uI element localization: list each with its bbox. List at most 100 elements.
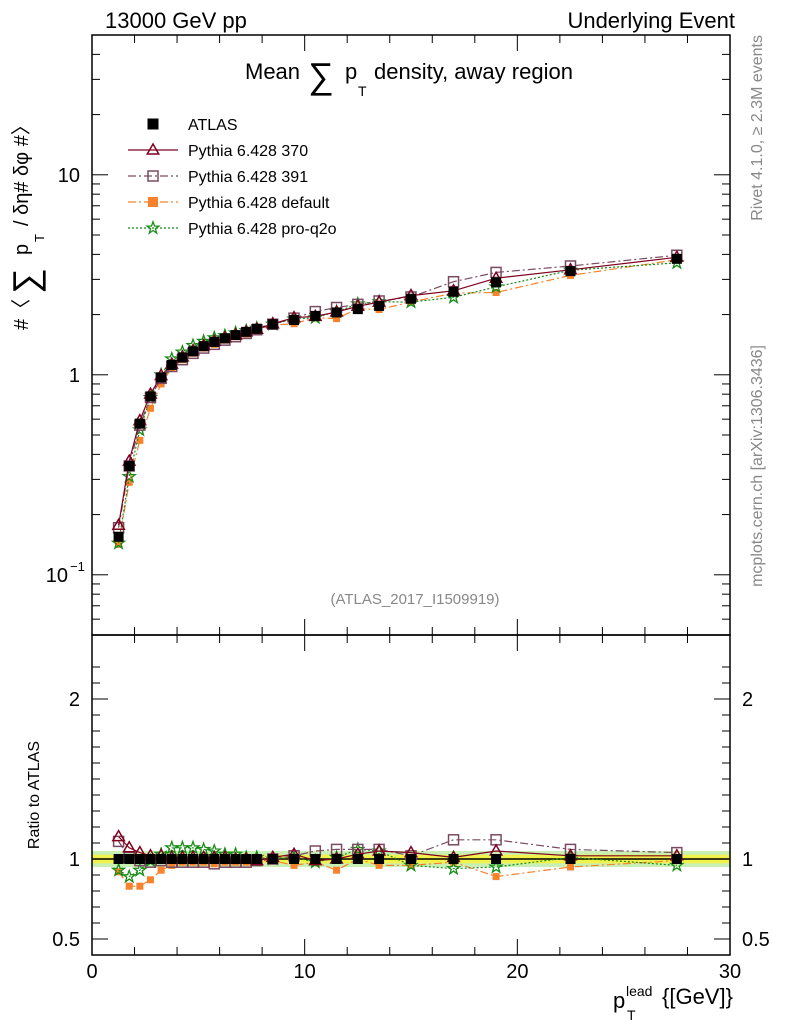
ratio-point-pythia-6-428-default bbox=[115, 868, 123, 876]
xlabel-sub: T bbox=[627, 1007, 636, 1023]
point-pythia-6-428-default bbox=[125, 478, 133, 486]
series-line-pythia-6-428-391 bbox=[118, 254, 677, 528]
ratio-tick-label-right: 0.5 bbox=[742, 929, 770, 951]
legend-label: Pythia 6.428 391 bbox=[188, 169, 308, 186]
ratio-point-atlas bbox=[267, 854, 278, 864]
ratio-tick-label-right: 1 bbox=[742, 849, 753, 871]
ratio-point-pythia-6-428-default bbox=[136, 882, 144, 890]
point-atlas bbox=[448, 286, 459, 297]
side-rivet: Rivet 4.1.0, ≥ 2.3M events bbox=[749, 35, 766, 221]
ratio-point-pythia-6-428-default bbox=[407, 861, 415, 869]
header-right: Underlying Event bbox=[567, 8, 735, 33]
ratio-point-pythia-6-428-default bbox=[168, 861, 176, 869]
ratio-point-atlas bbox=[188, 854, 199, 864]
legend-marker bbox=[147, 170, 159, 182]
ratio-point-atlas bbox=[113, 854, 124, 864]
title-prefix: Mean bbox=[245, 59, 300, 84]
ratio-point-atlas bbox=[241, 854, 252, 864]
xlabel-unit: {[GeV]} bbox=[662, 984, 733, 1009]
point-atlas bbox=[289, 314, 300, 325]
series-line-pythia-6-428-pro-q2o bbox=[118, 262, 677, 544]
ratio-point-atlas bbox=[177, 854, 188, 864]
ratio-point-atlas bbox=[310, 854, 321, 864]
point-pythia-6-428-pro-q2o bbox=[121, 468, 138, 484]
ratio-point-pythia-6-428-391 bbox=[447, 834, 460, 846]
point-atlas bbox=[267, 319, 278, 330]
point-atlas bbox=[565, 266, 576, 277]
ratio-point-pythia-6-428-pro-q2o bbox=[121, 868, 138, 884]
ratio-point-atlas bbox=[565, 854, 576, 864]
y-axis-label: #〈 ∑ p T / δη# δφ #〉 bbox=[5, 115, 47, 330]
title-suffix: density, away region bbox=[374, 59, 573, 84]
title-sum: ∑ bbox=[308, 55, 334, 96]
axis-ticks bbox=[91, 34, 731, 955]
point-atlas bbox=[145, 391, 156, 402]
ratio-point-pythia-6-428-370 bbox=[122, 840, 137, 853]
point-atlas bbox=[156, 372, 167, 383]
ratio-point-atlas bbox=[406, 854, 416, 864]
point-pythia-6-428-default bbox=[333, 315, 341, 323]
x-tick-label: 20 bbox=[506, 961, 528, 983]
ratio-point-pythia-6-428-pro-q2o bbox=[132, 862, 148, 877]
legend-label: Pythia 6.428 pro-q2o bbox=[188, 221, 337, 238]
ylabel-p: p bbox=[11, 244, 33, 255]
ratio-point-pythia-6-428-pro-q2o bbox=[206, 842, 223, 858]
point-atlas bbox=[671, 253, 682, 264]
point-pythia-6-428-default bbox=[492, 288, 500, 296]
x-axis-label: p lead T {[GeV]} bbox=[613, 983, 733, 1023]
ratio-series bbox=[110, 829, 685, 890]
legend: ATLAS Pythia 6.428 370 Pythia 6.428 391 Pyt… bbox=[128, 117, 337, 238]
side-site: mcplots.cern.ch [arXiv:1306.3436] bbox=[749, 345, 766, 587]
point-atlas bbox=[166, 359, 177, 370]
ratio-point-atlas bbox=[124, 854, 135, 864]
ratio-point-pythia-6-428-default bbox=[492, 873, 500, 881]
legend-marker bbox=[145, 219, 161, 235]
point-pythia-6-428-391 bbox=[447, 275, 460, 288]
legend-label: ATLAS bbox=[188, 117, 238, 134]
ratio-tick-label-left: 0.5 bbox=[52, 929, 80, 951]
ratio-point-pythia-6-428-default bbox=[290, 861, 298, 869]
ratio-point-atlas bbox=[352, 854, 363, 864]
main-series bbox=[110, 249, 685, 550]
ratio-point-atlas bbox=[671, 854, 682, 864]
y-tick-label: 10 bbox=[58, 165, 80, 187]
ylabel-pre: #〈 bbox=[11, 299, 33, 330]
y-tick-label: 1 bbox=[69, 365, 80, 387]
legend-entry: Pythia 6.428 pro-q2o bbox=[128, 219, 337, 238]
ratio-point-atlas bbox=[289, 854, 300, 864]
title-p: p bbox=[345, 59, 357, 84]
ratio-point-atlas bbox=[374, 854, 385, 864]
point-atlas bbox=[113, 531, 124, 542]
ratio-point-atlas bbox=[448, 854, 459, 864]
legend-marker bbox=[145, 142, 161, 155]
legend-marker bbox=[147, 118, 159, 130]
ratio-point-atlas bbox=[156, 854, 167, 864]
plot-title: Mean ∑ p T density, away region bbox=[245, 55, 573, 99]
ratio-point-pythia-6-428-370 bbox=[111, 829, 126, 842]
point-pythia-6-428-default bbox=[136, 436, 144, 444]
ratio-point-atlas bbox=[198, 854, 209, 864]
point-atlas bbox=[188, 346, 199, 357]
legend-entry: Pythia 6.428 370 bbox=[128, 142, 308, 160]
ratio-point-pythia-6-428-pro-q2o bbox=[488, 858, 504, 874]
point-pythia-6-428-370 bbox=[111, 517, 126, 530]
ratio-tick-label-left: 2 bbox=[69, 689, 80, 711]
point-atlas bbox=[219, 333, 230, 344]
ratio-point-pythia-6-428-default bbox=[333, 866, 341, 874]
ylabel-sub: T bbox=[32, 234, 47, 242]
x-tick-label: 10 bbox=[294, 961, 316, 983]
ylabel-post: / δη# δφ #〉 bbox=[11, 115, 33, 226]
ratio-tick-label-left: 1 bbox=[69, 849, 80, 871]
legend-entry: Pythia 6.428 default bbox=[128, 195, 330, 212]
ratio-point-atlas bbox=[491, 854, 502, 864]
x-tick-label: 0 bbox=[86, 961, 97, 983]
ratio-point-pythia-6-428-default bbox=[567, 863, 574, 871]
series-line-pythia-6-428-370 bbox=[118, 256, 677, 526]
x-tick-label: 30 bbox=[719, 961, 741, 983]
ylabel-sum: ∑ bbox=[5, 268, 46, 294]
xlabel-p: p bbox=[613, 988, 625, 1013]
legend-label: Pythia 6.428 default bbox=[188, 195, 330, 212]
point-atlas bbox=[331, 307, 342, 318]
point-atlas bbox=[241, 326, 252, 337]
